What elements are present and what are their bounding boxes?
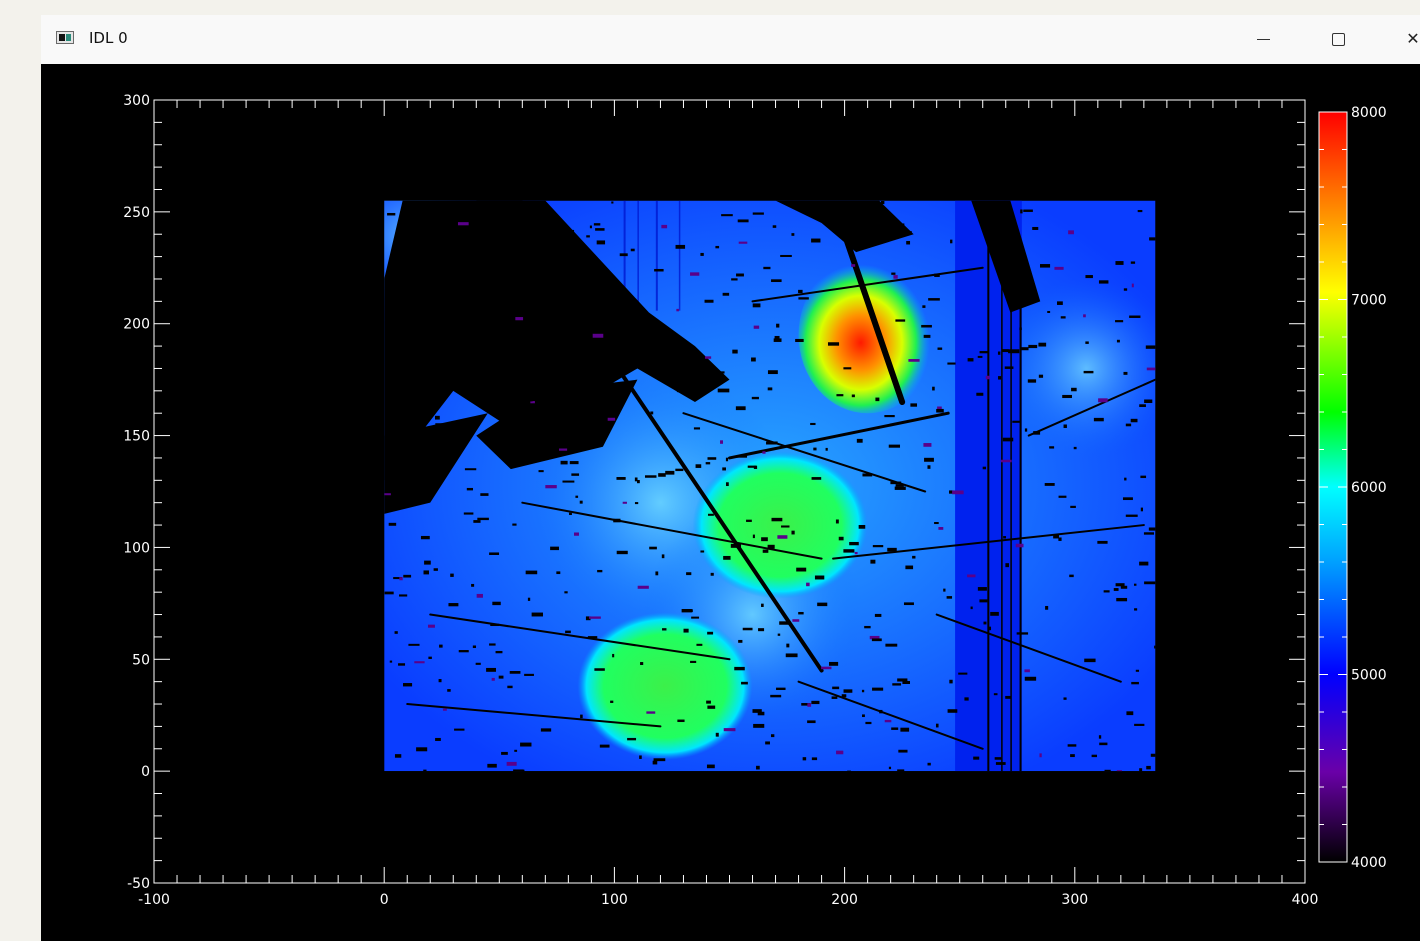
- x-tick-label: -100: [138, 892, 170, 908]
- dark-streak-4: [521, 501, 823, 560]
- idl-window: IDL 0 ✕: [41, 15, 1420, 941]
- minimize-icon: [1256, 39, 1270, 40]
- title-bar[interactable]: IDL 0 ✕: [41, 15, 1420, 64]
- colorbar-tick-label: 8000: [1351, 105, 1387, 121]
- dark-streak-8: [935, 613, 1122, 683]
- dark-streak-12: [797, 680, 984, 750]
- dark-streak-6: [832, 524, 1145, 560]
- y-tick-label: -50: [127, 876, 150, 892]
- heatmap-image: [384, 200, 1156, 772]
- occlusion-region-3: [476, 379, 638, 470]
- plot-canvas: -100 0 100 200 300 400 -50 0 50 100 150 200 250 300 4…: [123, 93, 1387, 908]
- x-tick-label: 0: [380, 892, 389, 908]
- vertical-streak: [637, 200, 639, 311]
- vertical-streak: [655, 200, 658, 311]
- occlusion-region-5: [971, 200, 1041, 313]
- hotspot-3: [798, 256, 937, 414]
- hotspot-1: [577, 612, 753, 760]
- idl-app-icon: [56, 31, 74, 44]
- x-tick-label: 300: [1061, 892, 1088, 908]
- x-tick-label: 400: [1292, 892, 1319, 908]
- occlusion-region-4: [775, 200, 914, 253]
- x-tick-label: 200: [831, 892, 858, 908]
- vertical-band-gap: [1010, 240, 1012, 772]
- close-icon: ✕: [1406, 29, 1420, 48]
- noise-specks: [384, 200, 1156, 772]
- dark-streak-3: [682, 412, 927, 493]
- vertical-band-gap: [1019, 240, 1022, 772]
- occlusion-region-2: [476, 200, 730, 403]
- vertical-band-gap: [987, 240, 990, 772]
- minimize-button[interactable]: [1240, 23, 1286, 55]
- dark-streak-10: [1027, 378, 1156, 437]
- y-tick-label: 200: [123, 317, 150, 333]
- dark-streak-7: [751, 266, 984, 303]
- dark-streak-11: [728, 411, 950, 460]
- dark-streak-5: [429, 613, 731, 661]
- dark-streak-9: [406, 703, 662, 728]
- plot-axes: -100 0 100 200 300 400 -50 0 50 100 150 200 250 300: [123, 93, 1318, 908]
- close-button[interactable]: ✕: [1390, 23, 1420, 55]
- dark-streak-2: [841, 231, 906, 406]
- maximize-icon: [1331, 33, 1345, 46]
- vertical-streak: [678, 200, 681, 311]
- colorbar-tick-label: 7000: [1351, 293, 1387, 309]
- y-tick-label: 0: [141, 764, 150, 780]
- y-tick-label: 100: [123, 540, 150, 556]
- vertical-band-gap: [1001, 240, 1003, 772]
- x-tick-label: 100: [601, 892, 628, 908]
- y-tick-label: 150: [123, 429, 150, 445]
- y-tick-label: 300: [123, 93, 150, 109]
- window-title: IDL 0: [89, 29, 128, 47]
- y-tick-label: 250: [123, 205, 150, 221]
- y-tick-label: 50: [132, 652, 150, 668]
- colorbar-tick-label: 5000: [1351, 668, 1387, 684]
- occlusion-region-6: [384, 413, 488, 514]
- colorbar-tick-label: 4000: [1351, 855, 1387, 871]
- dark-streak-1: [600, 344, 824, 673]
- colorbar: 4000 5000 6000 7000 8000: [1318, 105, 1387, 871]
- colorbar-tick-label: 6000: [1351, 480, 1387, 496]
- hotspot-2: [692, 451, 868, 599]
- intensity-halo: [996, 278, 1156, 459]
- maximize-button[interactable]: [1315, 23, 1361, 55]
